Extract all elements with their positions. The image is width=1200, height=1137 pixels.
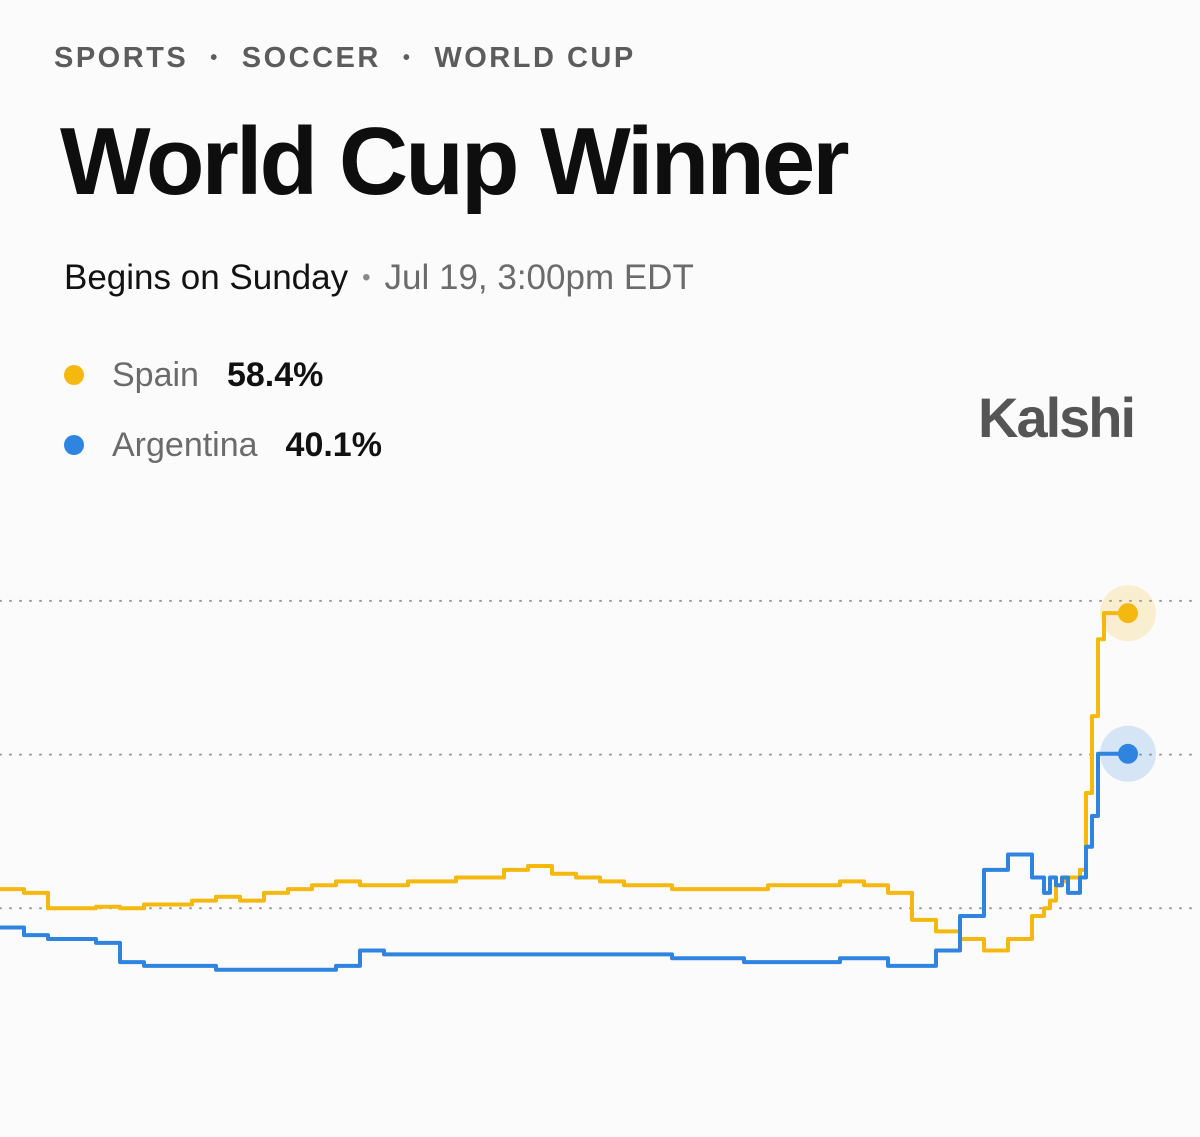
kalshi-logo: Kalshi <box>978 386 1136 449</box>
breadcrumb-separator: • <box>402 47 413 69</box>
end-marker-argentina[interactable] <box>1118 743 1138 764</box>
breadcrumb-sports[interactable]: SPORTS <box>54 42 189 74</box>
legend-name: Argentina <box>112 425 258 464</box>
chart-grid <box>0 599 1200 910</box>
series-line-spain <box>0 611 1128 953</box>
event-status: Begins on Sunday <box>64 258 349 297</box>
breadcrumb-world-cup[interactable]: WORLD CUP <box>434 42 636 74</box>
chart-legend: Spain 58.4% Argentina 40.1% <box>64 340 382 480</box>
line-chart <box>0 585 1200 972</box>
legend-name: Spain <box>112 355 199 394</box>
spain-color-dot <box>64 365 84 385</box>
legend-value: 40.1% <box>285 425 382 464</box>
separator-dot: • <box>362 264 371 291</box>
legend-item-spain[interactable]: Spain 58.4% <box>64 340 382 410</box>
chart-end-markers <box>1100 585 1156 782</box>
breadcrumb-separator: • <box>210 47 220 69</box>
argentina-color-dot <box>64 435 84 455</box>
page-title: World Cup Winner <box>60 108 850 215</box>
chart-lines <box>0 611 1128 972</box>
legend-value: 58.4% <box>226 355 324 394</box>
breadcrumb: SPORTS • SOCCER • WORLD CUP <box>54 42 636 75</box>
event-schedule: Begins on Sunday • Jul 19, 3:00pm EDT <box>64 258 694 298</box>
legend-item-argentina[interactable]: Argentina 40.1% <box>64 410 382 480</box>
breadcrumb-soccer[interactable]: SOCCER <box>241 42 381 74</box>
series-line-argentina <box>0 751 1128 972</box>
event-date: Jul 19, 3:00pm EDT <box>384 258 694 297</box>
end-marker-spain[interactable] <box>1118 603 1138 624</box>
